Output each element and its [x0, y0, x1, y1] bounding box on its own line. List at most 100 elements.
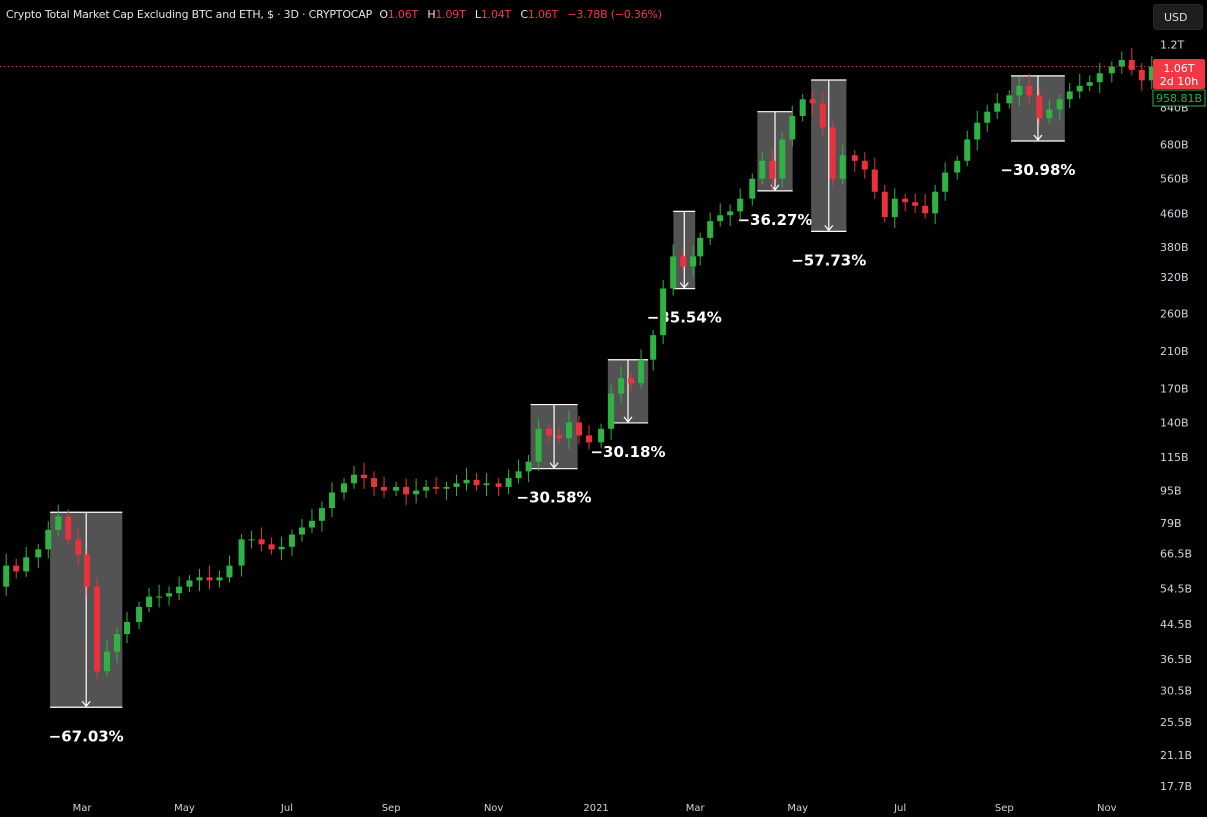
- candle: [1138, 62, 1145, 92]
- candle: [423, 480, 430, 498]
- drawdown-box: −30.58%: [517, 403, 592, 507]
- candle: [328, 482, 335, 518]
- candle: [546, 423, 552, 443]
- candle-body: [737, 198, 744, 212]
- drawdown-label: −67.03%: [49, 727, 124, 745]
- candle: [902, 193, 909, 212]
- candle: [298, 518, 305, 542]
- arrowhead-icon: [679, 282, 689, 289]
- candle-body: [381, 486, 388, 491]
- countdown-text: 2d 10h: [1160, 75, 1198, 88]
- candle: [829, 120, 836, 186]
- candle: [463, 467, 470, 491]
- candle: [819, 91, 826, 137]
- candle: [166, 586, 173, 606]
- y-tick-label: 66.5B: [1160, 547, 1192, 560]
- y-tick-label: 170B: [1160, 382, 1189, 395]
- candle: [881, 184, 888, 223]
- candle-body: [829, 127, 836, 179]
- candle: [891, 188, 898, 229]
- candle-body: [23, 557, 30, 572]
- candle: [515, 459, 522, 484]
- candle: [727, 204, 734, 227]
- candle-body: [1138, 69, 1145, 81]
- candle-body: [318, 508, 325, 521]
- candle-body: [819, 103, 826, 128]
- candle-body: [453, 483, 460, 487]
- candle-body: [124, 621, 130, 635]
- candle-body: [851, 155, 858, 161]
- price-label-secondary: 958.81B: [1152, 89, 1206, 107]
- candle-body: [902, 198, 909, 203]
- candle: [403, 478, 410, 506]
- drawdown-box: −67.03%: [49, 511, 124, 745]
- candle: [278, 536, 285, 561]
- candle-body: [1016, 85, 1023, 96]
- y-tick-label: 79B: [1160, 517, 1182, 530]
- x-tick-label: 2021: [583, 803, 608, 814]
- candle-body: [65, 516, 72, 540]
- x-tick-label: Mar: [73, 803, 93, 814]
- symbol-title[interactable]: Crypto Total Market Cap Excluding BTC an…: [6, 8, 373, 21]
- candle: [1128, 48, 1135, 76]
- candle: [288, 529, 295, 556]
- candle-body: [308, 520, 315, 528]
- drawdown-box: −36.27%: [737, 111, 813, 229]
- candle-body: [839, 155, 846, 179]
- candle-body: [1046, 109, 1053, 119]
- candle: [146, 587, 153, 613]
- candle: [75, 529, 82, 566]
- candle-body: [226, 565, 233, 578]
- candle: [393, 481, 400, 496]
- candle: [650, 329, 657, 371]
- candle-body: [136, 606, 143, 622]
- candle-body: [779, 139, 786, 179]
- candle-body: [505, 478, 512, 487]
- y-tick-label: 21.1B: [1160, 749, 1192, 762]
- candle: [586, 425, 592, 450]
- candle-body: [1056, 99, 1063, 110]
- drawdown-boxes: −67.03% −30.58% −30.18% −35.54% −36.27% −57.7…: [49, 75, 1075, 745]
- candle-body: [954, 160, 961, 173]
- candle: [994, 93, 1001, 119]
- candle: [942, 162, 949, 201]
- candle: [670, 244, 677, 296]
- candle: [248, 530, 255, 549]
- x-tick-label: Sep: [995, 803, 1014, 814]
- candle-body: [104, 651, 110, 672]
- candle-body: [55, 516, 62, 530]
- candle-body: [1036, 95, 1043, 119]
- x-axis[interactable]: Mar May Jul Sep Nov 2021 Mar May Jul Sep Nov: [73, 803, 1117, 814]
- candle-body: [789, 116, 796, 140]
- candle: [932, 184, 939, 225]
- high-label: H: [427, 8, 436, 21]
- price-label-last: 1.06T 2d 10h: [1153, 59, 1205, 89]
- candle-body: [196, 577, 203, 581]
- drawdown-label: −57.73%: [791, 251, 866, 269]
- candle-body: [371, 478, 378, 487]
- candle: [525, 454, 532, 483]
- candle: [1148, 56, 1155, 90]
- candle-body: [749, 178, 756, 199]
- candle: [473, 472, 480, 491]
- candle: [35, 544, 42, 569]
- arrowhead-icon: [623, 416, 633, 423]
- candle: [566, 410, 572, 450]
- last-price-text: 1.06T: [1163, 62, 1194, 75]
- candle-body: [799, 99, 806, 117]
- y-tick-label: 30.5B: [1160, 684, 1192, 697]
- candle: [680, 249, 687, 272]
- candle: [318, 501, 325, 532]
- candle: [749, 173, 756, 206]
- candle: [608, 384, 615, 440]
- candle: [1086, 75, 1093, 92]
- drawdown-box: −30.18%: [590, 359, 666, 461]
- candle-body: [809, 99, 816, 104]
- candle-body: [680, 256, 687, 267]
- candle-body: [535, 428, 542, 462]
- y-axis[interactable]: 1.2T840B680B560B460B380B320B260B210B170B…: [1160, 39, 1192, 793]
- candle: [1046, 99, 1053, 124]
- currency-button[interactable]: USD: [1153, 4, 1203, 30]
- candle-body: [717, 215, 724, 222]
